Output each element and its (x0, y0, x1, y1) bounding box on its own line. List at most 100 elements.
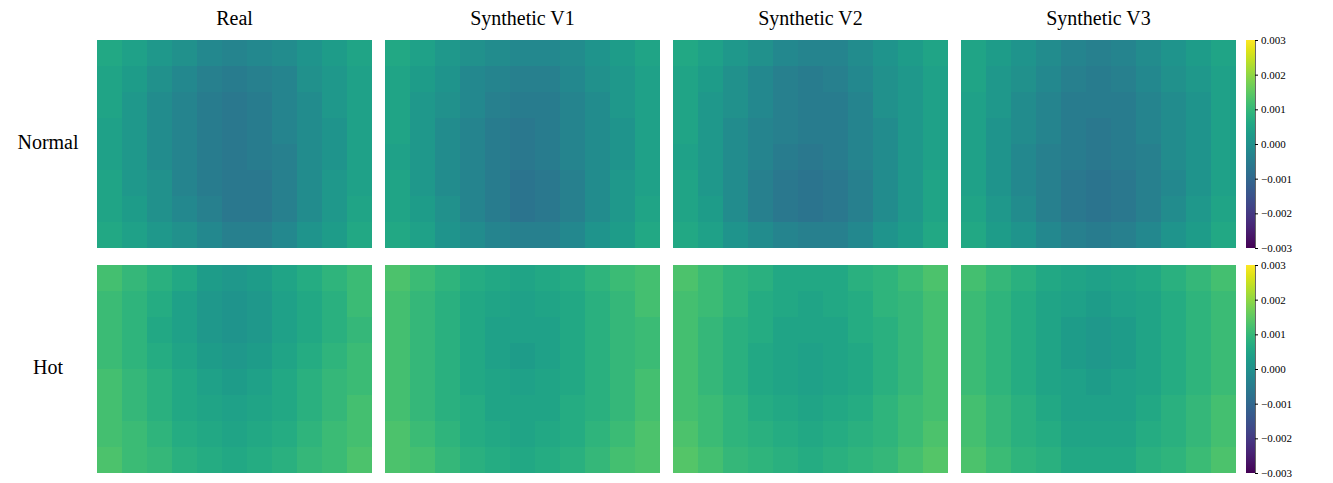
heatmap-cell (961, 265, 987, 292)
heatmap-cell (673, 196, 699, 223)
heatmap-cell (322, 395, 348, 422)
heatmap-cell (898, 118, 924, 145)
heatmap-cell (197, 222, 223, 248)
heatmap-cell (823, 196, 849, 223)
heatmap-cell (610, 144, 636, 171)
heatmap-cell (848, 291, 874, 318)
heatmap-cell (460, 170, 486, 197)
heatmap-cell (986, 118, 1012, 145)
heatmap-cell (297, 421, 323, 448)
heatmap-cell (1061, 92, 1087, 119)
heatmap-cell (1086, 317, 1112, 344)
heatmap-cell (923, 421, 948, 448)
heatmap-cell (961, 447, 987, 473)
heatmap-cell (773, 170, 799, 197)
heatmap-cell (1036, 317, 1062, 344)
heatmap-cell (460, 196, 486, 223)
heatmap-cell (485, 196, 511, 223)
heatmap-cell (197, 92, 223, 119)
heatmap-cell (986, 369, 1012, 396)
heatmap-cell (1061, 40, 1087, 67)
heatmap-cell (873, 92, 899, 119)
heatmap-cell (147, 196, 173, 223)
heatmap-cell (610, 317, 636, 344)
colorbar-axis: 0.0030.0020.0010.000−0.001−0.002−0.003 (1255, 259, 1292, 479)
heatmap-cell (1086, 265, 1112, 292)
heatmap-cell (97, 222, 123, 248)
heatmap-cell (610, 265, 636, 292)
heatmap-cell (1011, 222, 1037, 248)
heatmap-cell (347, 92, 372, 119)
heatmap-cell (272, 196, 298, 223)
heatmap-cell (247, 40, 273, 67)
heatmap-cell (1211, 317, 1236, 344)
heatmap-cell (510, 92, 536, 119)
heatmap-cell (222, 170, 248, 197)
heatmap-cell (698, 343, 724, 370)
heatmap-cell (147, 317, 173, 344)
heatmap-cell (723, 66, 749, 93)
heatmap-cell (97, 40, 123, 67)
heatmap-cell (723, 222, 749, 248)
heatmap-cell (673, 291, 699, 318)
heatmap-cell (97, 395, 123, 422)
heatmap-cell (535, 170, 561, 197)
heatmap-cell (798, 170, 824, 197)
tick: −0.002 (1255, 432, 1292, 444)
heatmap-cell (748, 40, 774, 67)
heatmap-cell (197, 118, 223, 145)
heatmap-cell (410, 421, 436, 448)
tick: −0.003 (1255, 467, 1292, 479)
heatmap-cell (1061, 421, 1087, 448)
tick-label: 0.000 (1261, 138, 1286, 150)
heatmap-cell (535, 265, 561, 292)
heatmap-cell (197, 291, 223, 318)
heatmap-cell (147, 92, 173, 119)
heatmap-cell (1086, 144, 1112, 171)
heatmap-cell (435, 170, 461, 197)
heatmap-cell (122, 92, 148, 119)
heatmap-cell (823, 343, 849, 370)
heatmap-cell (197, 369, 223, 396)
heatmap-cell (485, 291, 511, 318)
colorbar (1246, 265, 1255, 473)
heatmap-cell (610, 170, 636, 197)
tick-label: −0.001 (1261, 398, 1292, 410)
heatmap-cell (698, 421, 724, 448)
heatmap-cell (923, 395, 948, 422)
heatmap-cell (460, 66, 486, 93)
heatmap-cell (723, 144, 749, 171)
heatmap-cell (147, 118, 173, 145)
tick-label: −0.002 (1261, 207, 1292, 219)
colorbar (1246, 40, 1255, 248)
heatmap-cell (560, 118, 586, 145)
heatmap-cell (698, 395, 724, 422)
heatmap-cell (272, 265, 298, 292)
heatmap-cell (923, 66, 948, 93)
heatmap-cell (986, 395, 1012, 422)
heatmap-cell (535, 144, 561, 171)
heatmap-cell (485, 395, 511, 422)
heatmap-cell (272, 92, 298, 119)
heatmap-cell (986, 40, 1012, 67)
heatmap-cell (1111, 170, 1137, 197)
heatmap-cell (610, 343, 636, 370)
heatmap-cell (873, 421, 899, 448)
heatmap-cell (1161, 196, 1187, 223)
heatmap-cell (1136, 66, 1162, 93)
heatmap-cell (1086, 447, 1112, 473)
heatmap-cell (1186, 222, 1212, 248)
figure: RealSynthetic V1Synthetic V2Synthetic V3… (0, 0, 1333, 483)
heatmap-cell (961, 369, 987, 396)
heatmap-cell (172, 421, 198, 448)
heatmap-cell (297, 66, 323, 93)
heatmap-cell (410, 222, 436, 248)
heatmap-cell (460, 222, 486, 248)
heatmap-cell (485, 118, 511, 145)
heatmap-cell (122, 421, 148, 448)
heatmap-cell (247, 170, 273, 197)
heatmap-cell (1011, 40, 1037, 67)
heatmap-cell (485, 144, 511, 171)
heatmap-cell (297, 196, 323, 223)
heatmap-cell (1186, 40, 1212, 67)
